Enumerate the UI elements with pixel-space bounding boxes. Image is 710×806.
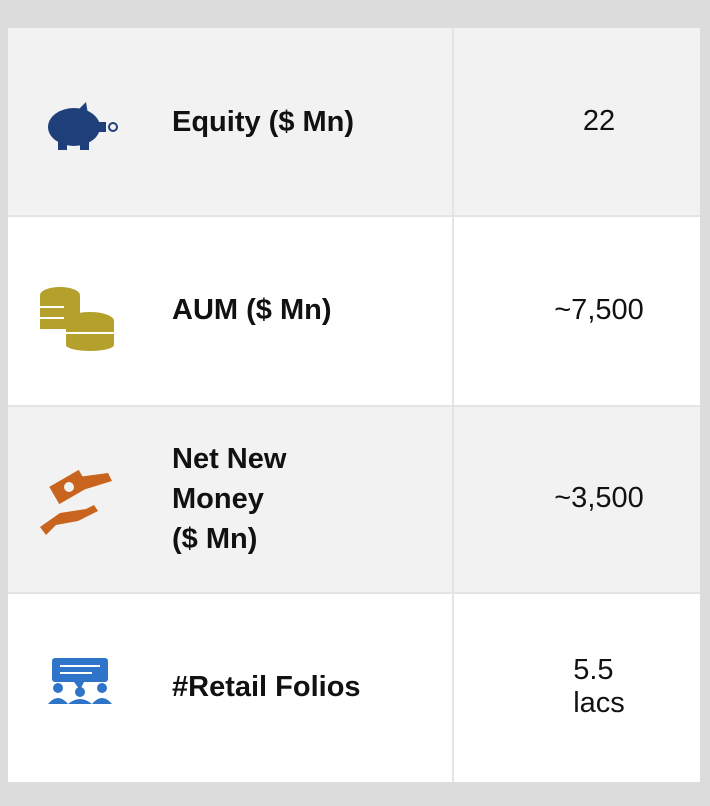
piggy-bank-icon [48, 102, 118, 150]
label-line: Equity ($ Mn) [172, 105, 355, 138]
row: #Retail Folios 5.5 lacs [8, 592, 700, 782]
row: Equity ($ Mn) 22 [8, 28, 700, 215]
row-value: ~3,500 [454, 405, 710, 592]
value-text: ~7,500 [554, 293, 644, 326]
column-divider [452, 592, 454, 782]
label-line: Money [172, 482, 264, 515]
row: AUM ($ Mn) ~7,500 [8, 215, 700, 405]
label-line: ($ Mn) [172, 522, 258, 555]
row-label: #Retail Folios [172, 592, 452, 782]
value-text: 5.5 lacs [573, 654, 625, 719]
row-value: ~7,500 [454, 215, 710, 405]
people-chat-icon [48, 658, 112, 704]
row: Net New Money ($ Mn) ~3,500 [8, 405, 700, 592]
value-text: 22 [582, 105, 616, 137]
label-line: AUM ($ Mn) [172, 294, 332, 326]
label-line: #Retail Folios [172, 671, 361, 703]
money-hands-icon [40, 469, 112, 535]
row-value: 5.5 lacs [454, 592, 710, 782]
column-divider [452, 405, 454, 592]
row-divider [8, 405, 700, 407]
row-label: Net New Money ($ Mn) [172, 405, 452, 592]
column-divider [452, 215, 454, 405]
coins-icon [40, 287, 114, 351]
row-label: Equity ($ Mn) [172, 28, 452, 215]
row-divider [8, 215, 700, 217]
column-divider [452, 28, 454, 215]
value-text: ~3,500 [554, 482, 644, 514]
row-value: 22 [454, 28, 710, 215]
row-label: AUM ($ Mn) [172, 215, 452, 405]
label-line: Net New [172, 442, 287, 475]
row-divider [8, 592, 700, 594]
